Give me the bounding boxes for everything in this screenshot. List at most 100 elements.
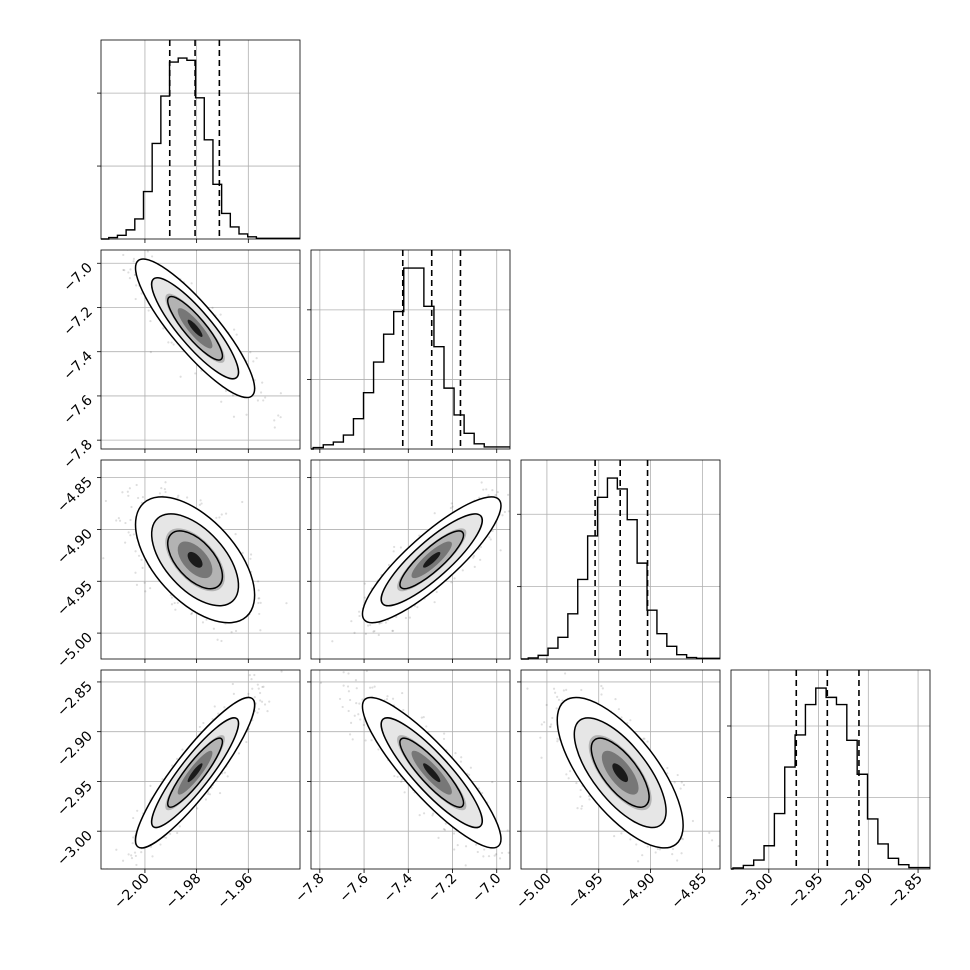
density-panel	[307, 669, 511, 873]
sample-point	[200, 502, 203, 505]
sample-point	[261, 381, 264, 384]
contour-line	[380, 717, 483, 829]
sample-point	[115, 519, 118, 522]
x-tick-label: −3.00	[735, 871, 777, 913]
sample-point	[248, 673, 251, 677]
sample-point	[588, 798, 591, 801]
sample-point	[140, 292, 143, 295]
panel-frame	[100, 669, 301, 870]
sample-point	[636, 860, 640, 863]
sample-point	[132, 260, 135, 263]
sample-point	[223, 771, 227, 774]
sample-point	[473, 565, 476, 568]
sample-point	[252, 360, 255, 363]
x-tick-label: −1.98	[163, 871, 205, 913]
sample-point	[480, 481, 483, 484]
histogram-series	[101, 57, 300, 240]
y-tick-label: −7.4	[60, 348, 95, 383]
sample-point	[425, 725, 428, 728]
sample-point	[194, 372, 197, 375]
sample-point	[494, 493, 497, 497]
sample-point	[575, 781, 578, 785]
sample-point	[464, 864, 467, 867]
sample-point	[172, 343, 175, 346]
x-tick-label: −2.00	[111, 871, 153, 913]
sample-point	[418, 534, 421, 537]
sample-point	[673, 781, 676, 784]
sample-point	[198, 503, 201, 506]
sample-point	[226, 775, 229, 778]
x-tick-label: −7.8	[292, 871, 327, 906]
sample-point	[128, 277, 132, 280]
sample-point	[164, 481, 167, 484]
sample-point	[378, 622, 381, 625]
sample-point	[459, 760, 463, 763]
density-fill	[187, 319, 203, 337]
sample-point	[285, 602, 288, 605]
histogram-series	[521, 477, 720, 660]
sample-point	[231, 682, 234, 686]
sample-point	[568, 770, 572, 773]
sample-point	[629, 838, 632, 841]
sample-point	[127, 271, 130, 274]
sample-point	[164, 490, 167, 494]
sample-point	[231, 394, 235, 397]
sample-point	[643, 737, 646, 740]
x-tick-label: −4.95	[565, 871, 607, 913]
sample-point	[513, 490, 515, 492]
sample-point	[245, 413, 248, 416]
sample-point	[479, 545, 483, 549]
sample-point	[481, 791, 484, 795]
sample-point	[453, 577, 456, 580]
sample-point	[392, 550, 395, 553]
sample-point	[587, 795, 591, 798]
sample-point	[364, 739, 367, 742]
panel-frame	[310, 669, 511, 870]
sample-point	[249, 557, 252, 560]
sample-point	[479, 558, 482, 561]
sample-point	[369, 623, 372, 627]
x-tick-label: −7.4	[381, 870, 416, 905]
sample-point	[443, 828, 447, 831]
sample-point	[132, 816, 135, 820]
sample-point	[204, 798, 208, 801]
sample-point	[127, 853, 130, 856]
sample-point	[212, 627, 216, 630]
sample-point	[129, 268, 132, 271]
sample-point	[136, 496, 140, 500]
density-panel	[510, 669, 721, 873]
sample-point	[523, 478, 525, 480]
contour-line	[167, 530, 224, 590]
sample-point	[510, 718, 512, 720]
sample-point	[134, 239, 136, 241]
sample-point	[498, 857, 502, 860]
sample-point	[174, 608, 177, 611]
sample-point	[556, 737, 559, 740]
sample-point	[108, 897, 110, 899]
sample-point	[386, 695, 389, 698]
sample-point	[140, 558, 143, 561]
sample-point	[493, 854, 496, 857]
sample-point	[218, 516, 221, 519]
sample-point	[395, 615, 398, 619]
sample-point	[342, 671, 345, 674]
sample-point	[641, 854, 644, 857]
sample-point	[247, 727, 251, 731]
sample-point	[540, 756, 543, 759]
sample-point	[642, 737, 645, 740]
sample-point	[104, 499, 107, 503]
sample-point	[130, 854, 133, 857]
sample-point	[255, 357, 258, 360]
sample-point	[198, 725, 201, 729]
sample-point	[600, 684, 603, 688]
sample-point	[130, 505, 133, 509]
sample-point	[391, 629, 394, 632]
sample-point	[259, 629, 262, 632]
sample-point	[451, 505, 454, 508]
sample-point	[332, 664, 334, 666]
sample-point	[396, 775, 399, 778]
x-tick-label: −1.96	[214, 870, 256, 912]
histogram-panel	[307, 249, 511, 453]
sample-point	[149, 784, 152, 788]
